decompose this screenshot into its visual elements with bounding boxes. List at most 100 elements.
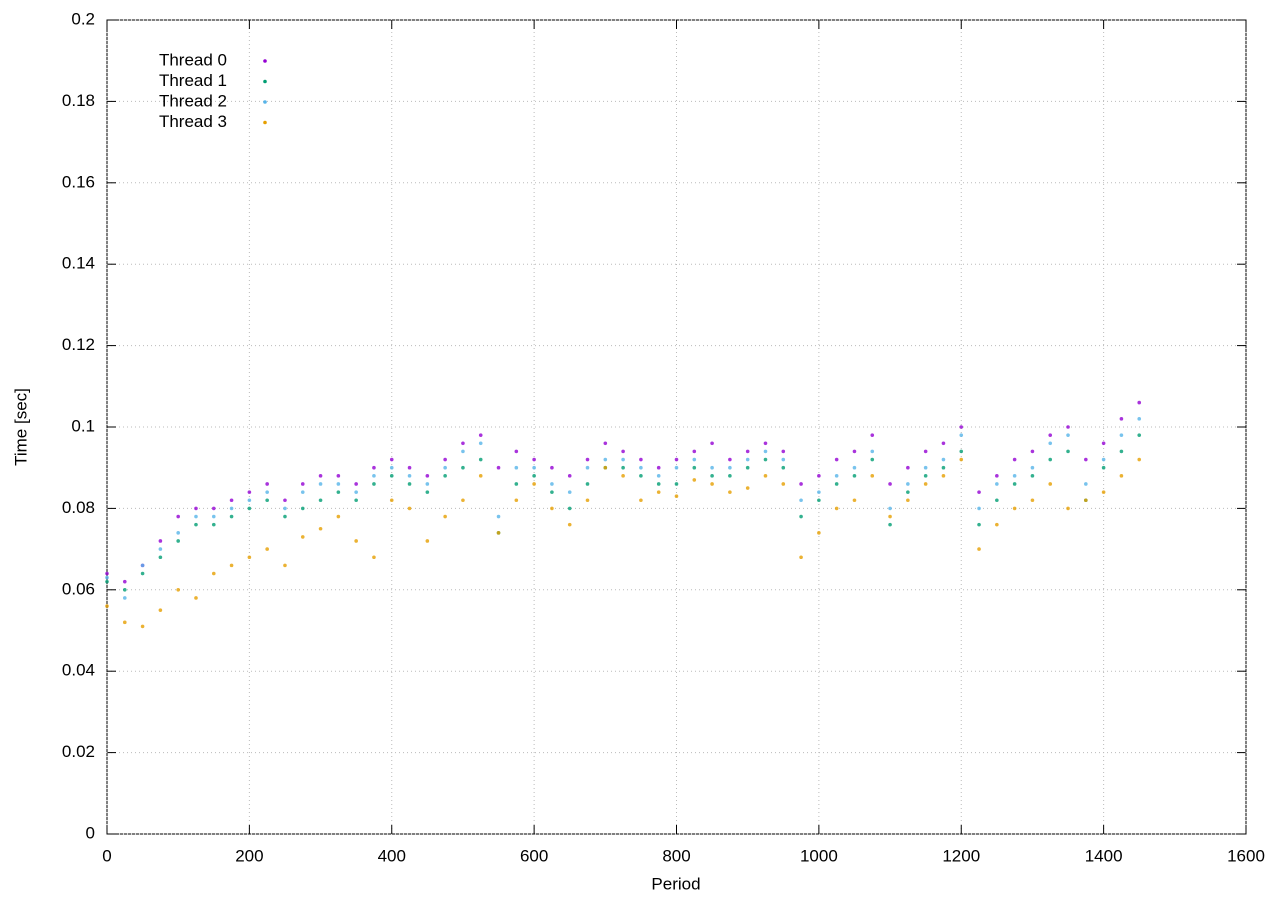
point [817,498,821,503]
point [1101,490,1106,494]
point [1048,457,1053,462]
point [745,457,750,462]
point [674,494,679,498]
point [1137,400,1142,405]
point [852,498,857,503]
point [852,474,857,478]
point [1030,474,1035,478]
point [389,465,394,470]
y-tick-label: 0.16 [62,172,95,191]
point [763,474,768,478]
point [763,441,768,446]
point [781,482,786,486]
point [1030,449,1035,454]
point [656,465,661,470]
point [1048,482,1053,486]
point [1066,506,1070,511]
point [336,514,341,519]
point [923,465,928,470]
point [692,449,697,454]
point [140,624,145,629]
point [194,596,198,600]
point [194,506,198,511]
point [1084,498,1088,503]
point [478,433,483,437]
point [105,571,109,576]
x-tick-label: 0 [102,846,111,865]
y-tick-label: 0 [86,823,95,842]
point [567,490,572,494]
y-tick-label: 0.08 [62,498,95,517]
x-axis-label: Period [651,874,700,893]
point [229,506,234,511]
point [211,514,216,519]
point [692,478,697,482]
point [781,457,786,462]
point [959,425,964,429]
point [532,465,536,470]
point [906,482,910,486]
point [496,465,501,470]
point [389,474,394,478]
point [211,571,216,576]
point [710,441,714,446]
point [923,474,928,478]
point [1012,506,1017,511]
x-tick-label: 600 [520,846,548,865]
point [372,555,376,560]
point [283,506,287,511]
point [105,604,109,608]
point [639,474,643,478]
point [639,465,643,470]
point [283,498,287,503]
point [941,474,946,478]
point [372,474,376,478]
point [603,465,608,470]
point [496,514,501,519]
point [283,563,287,568]
point [923,449,928,454]
point [158,555,163,560]
point [514,465,519,470]
point [995,474,999,478]
point [265,482,269,486]
point [550,506,554,511]
point [585,482,590,486]
point [781,449,786,454]
point [745,449,750,454]
point [585,465,590,470]
point [621,474,625,478]
point [639,498,643,503]
point [105,575,109,580]
legend-marker [263,120,267,125]
point [656,490,661,494]
point [532,482,536,486]
point [852,449,857,454]
point [211,522,216,527]
point [995,498,999,503]
y-tick-label: 0.14 [62,254,95,273]
point [407,474,412,478]
point [140,571,145,576]
point [514,482,519,486]
point [354,539,358,543]
point [852,465,857,470]
point [745,465,750,470]
point [656,474,661,478]
point [1012,457,1017,462]
y-tick-label: 0.1 [71,416,95,435]
point [443,474,447,478]
point [1030,465,1035,470]
point [336,482,341,486]
point [336,490,341,494]
legend-marker [263,59,267,63]
point [194,522,198,527]
point [621,449,625,454]
point [318,526,323,531]
point [728,490,732,494]
point [478,474,483,478]
point [176,539,180,543]
point [995,522,999,527]
point [1101,441,1106,446]
y-tick-label: 0.04 [62,661,95,680]
